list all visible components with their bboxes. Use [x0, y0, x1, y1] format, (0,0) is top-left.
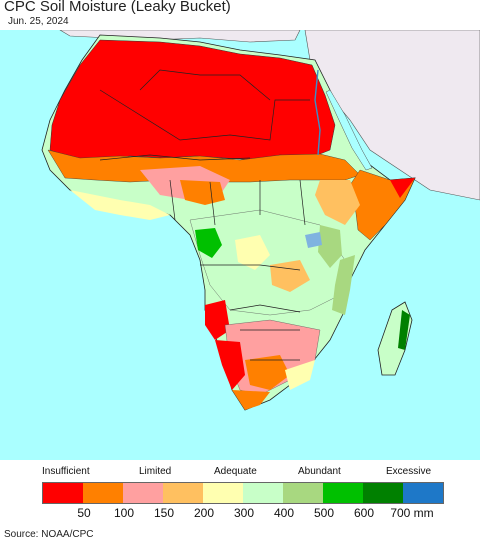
tick-100: 100 [113, 506, 135, 520]
tick-400: 400 [273, 506, 295, 520]
legend-swatch-9 [363, 483, 403, 503]
source-credit: Source: NOAA/CPC [4, 529, 94, 540]
legend-swatch-10 [403, 483, 443, 503]
lake-region-wet [318, 225, 342, 268]
legend-colorbar [42, 482, 444, 504]
south-africa-east [285, 360, 315, 390]
legend-swatch-2 [83, 483, 123, 503]
tick-150: 150 [153, 506, 175, 520]
east-africa-coast [332, 255, 355, 315]
soil-moisture-map [0, 30, 480, 460]
legend-swatch-8 [323, 483, 363, 503]
legend-swatch-5 [203, 483, 243, 503]
legend-swatch-3 [123, 483, 163, 503]
legend-swatch-1 [43, 483, 83, 503]
tick-500: 500 [313, 506, 335, 520]
legend-label-insufficient: Insufficient [42, 466, 90, 477]
legend-label-limited: Limited [139, 466, 172, 477]
tick-700: 700 mm [390, 506, 434, 520]
madagascar-east-wet [398, 310, 410, 350]
tick-300: 300 [233, 506, 255, 520]
legend-label-adequate: Adequate [214, 466, 257, 477]
angola-coast [205, 300, 230, 340]
legend-label-excessive: Excessive [386, 466, 432, 477]
kalahari-orange [245, 355, 290, 390]
country-borders [99, 69, 310, 361]
drc-patch-1 [235, 235, 270, 270]
somalia-tip [390, 178, 415, 198]
tick-50: 50 [77, 506, 91, 520]
tick-200: 200 [193, 506, 215, 520]
ethiopia-highlands [315, 180, 360, 225]
nile-river [314, 69, 321, 156]
legend-swatch-7 [283, 483, 323, 503]
legend-swatch-4 [163, 483, 203, 503]
red-sea [325, 89, 373, 171]
legend-label-abundant: Abundant [298, 466, 341, 477]
europe-land [59, 30, 301, 43]
nigeria-patch [180, 180, 225, 205]
legend-swatch-6 [243, 483, 283, 503]
south-africa-south [232, 390, 270, 410]
legend-tick-labels: 50 100 150 200 300 400 500 600 700 mm [0, 506, 480, 520]
map-title: CPC Soil Moisture (Leaky Bucket) [4, 0, 231, 15]
legend-category-labels: Insufficient Limited Adequate Abundant E… [0, 466, 480, 480]
namibia-red [215, 340, 245, 390]
tick-600: 600 [353, 506, 375, 520]
lake-victoria [305, 232, 322, 248]
map-date: Jun. 25, 2024 [8, 16, 69, 27]
gabon-wet [195, 228, 222, 258]
west-africa-coast [70, 190, 170, 220]
drc-patch-2 [270, 260, 310, 292]
sahel-region [47, 149, 361, 183]
